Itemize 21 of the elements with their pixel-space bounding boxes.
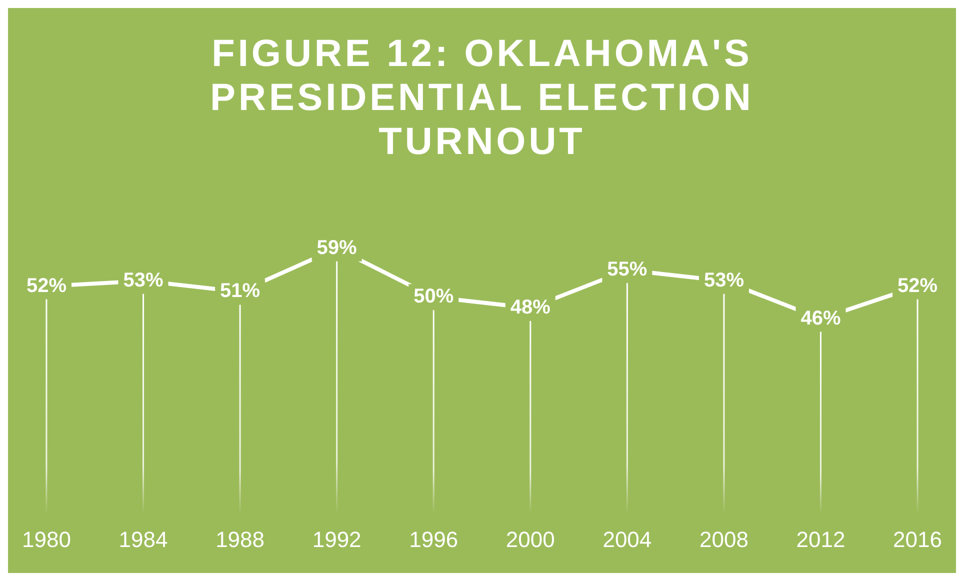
- data-label: 50%: [414, 286, 454, 308]
- data-label: 52%: [898, 274, 938, 297]
- x-tick-label: 1988: [216, 526, 265, 552]
- x-tick-label: 2012: [796, 526, 846, 552]
- chart-title: FIGURE 12: OKLAHOMA'S PRESIDENTIAL ELECTION TURNOUT: [209, 32, 755, 163]
- data-label: 52%: [26, 274, 67, 297]
- x-tick-label: 2004: [602, 526, 652, 552]
- data-label: 46%: [800, 307, 841, 330]
- x-tick-label: 2016: [893, 526, 942, 552]
- data-label: 51%: [220, 280, 260, 302]
- x-tick-label: 1984: [118, 526, 168, 552]
- data-label: 53%: [704, 269, 744, 292]
- x-tick-label: 2008: [699, 526, 748, 552]
- x-tick-label: 1996: [409, 526, 458, 552]
- data-label: 48%: [510, 296, 551, 318]
- x-tick-label: 1980: [22, 526, 71, 552]
- x-tick-label: 1992: [312, 526, 362, 552]
- x-tick-label: 2000: [506, 526, 555, 552]
- data-label: 59%: [316, 236, 358, 259]
- data-label: 53%: [123, 269, 164, 292]
- data-label: 55%: [607, 258, 648, 281]
